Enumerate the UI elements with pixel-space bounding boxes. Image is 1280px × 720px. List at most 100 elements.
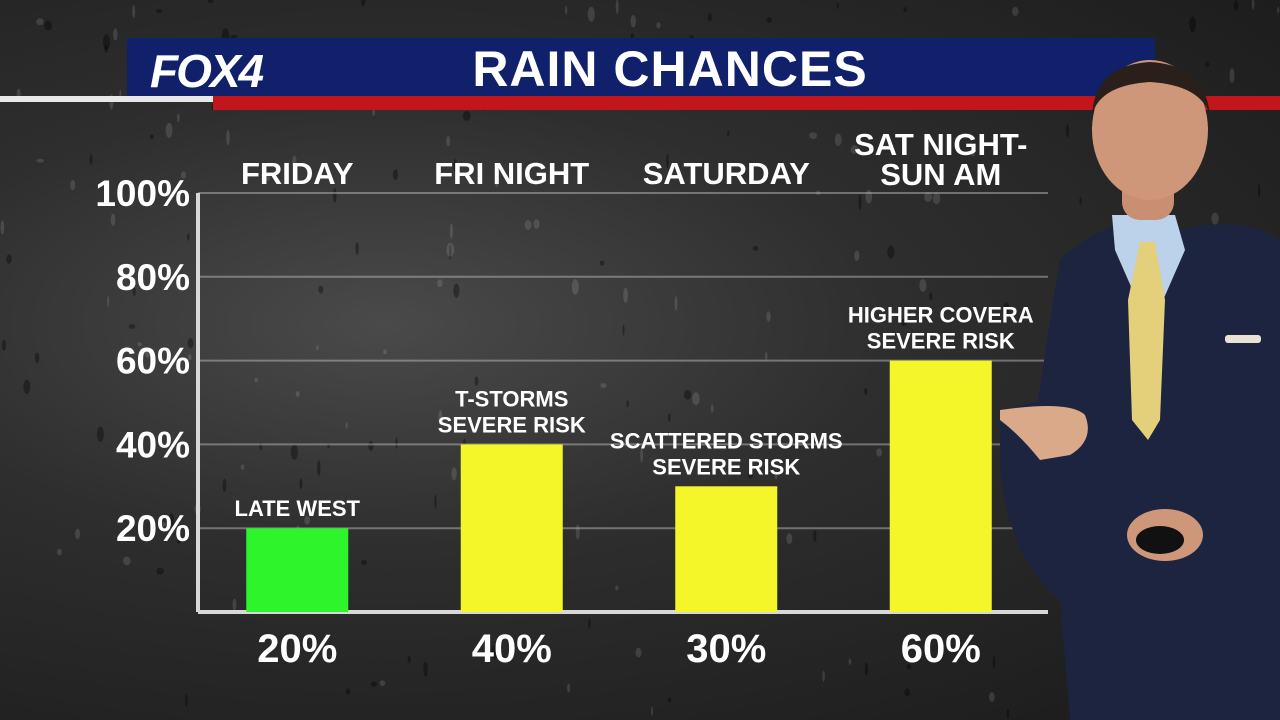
rain-drop: [524, 220, 532, 230]
rain-drop: [599, 260, 605, 266]
rain-drop: [36, 158, 44, 163]
rain-drop: [423, 661, 428, 677]
rain-drop: [70, 179, 76, 191]
rain-drop: [57, 548, 62, 556]
rain-drop: [692, 392, 700, 405]
rain-drop: [434, 494, 437, 509]
category-label: SUN AM: [880, 157, 1001, 192]
rain-drop: [976, 339, 982, 345]
rain-drop: [449, 244, 452, 260]
rain-drop: [89, 154, 93, 165]
rain-drop: [437, 279, 443, 288]
rain-drop: [226, 130, 230, 146]
rain-drop: [1079, 197, 1082, 205]
rain-drop: [383, 349, 387, 355]
rain-drop: [295, 391, 300, 397]
rain-drop: [222, 478, 227, 493]
rain-drop: [1205, 61, 1210, 67]
rain-drop: [766, 17, 772, 23]
rain-drop: [809, 132, 817, 140]
presenter-tie: [1128, 242, 1165, 440]
rain-drop: [494, 172, 499, 188]
rain-drop: [187, 232, 190, 241]
rain-drop: [764, 351, 768, 361]
rain-drop: [6, 254, 12, 264]
rain-drop: [446, 136, 451, 147]
rain-drop: [156, 567, 164, 575]
rain-drop: [102, 34, 111, 50]
rain-chance-bar-chart: 20% 40% 60% 80% 100% FRIDAY LATE WEST 20% FRI NI…: [95, 127, 1048, 671]
rain-drop: [887, 245, 895, 259]
rain-drop: [453, 159, 458, 173]
rain-drop: [292, 155, 297, 170]
y-tick-label: 40%: [116, 424, 190, 465]
bar: [889, 360, 992, 612]
rain-drop: [372, 108, 375, 117]
rain-drop: [748, 473, 754, 479]
rain-drop: [449, 223, 453, 239]
rain-drop: [168, 513, 175, 529]
rain-drop: [588, 618, 591, 629]
rain-drop: [622, 324, 625, 336]
rain-drop: [407, 655, 411, 664]
rain-drop: [446, 242, 455, 257]
header-red-stripe: [213, 96, 1280, 110]
rain-drop: [75, 528, 80, 540]
station-logo: FOX4: [150, 45, 264, 97]
rain-drop: [379, 680, 386, 687]
y-tick-label: 100%: [95, 173, 190, 214]
rain-drop: [299, 478, 303, 490]
rain-drop: [254, 377, 259, 382]
rain-drop: [903, 7, 907, 13]
pocket-square: [1225, 335, 1261, 343]
rain-drop: [971, 144, 976, 157]
rain-drop: [565, 5, 568, 15]
bar-annotation: LATE WEST: [235, 496, 361, 521]
rain-drop: [1012, 6, 1019, 16]
rain-drop: [368, 441, 374, 451]
value-label: 30%: [686, 627, 766, 671]
rain-drop: [392, 169, 398, 181]
rain-drop: [697, 634, 701, 644]
rain-drop: [651, 706, 653, 717]
rain-drop: [615, 585, 619, 591]
rain-drop: [113, 28, 118, 41]
rain-drop: [177, 113, 180, 123]
rain-drop: [667, 413, 671, 423]
rain-drop: [635, 647, 642, 658]
rain-drop: [107, 295, 110, 307]
rain-drop: [910, 312, 915, 317]
rain-drop: [370, 681, 378, 687]
rain-drop: [766, 311, 771, 322]
rain-drop: [989, 692, 995, 702]
rain-drop: [864, 387, 868, 395]
rain-drop: [932, 192, 941, 205]
rain-drop: [395, 437, 398, 450]
rain-drop: [36, 18, 44, 26]
rain-drop: [316, 345, 319, 351]
rain-drop: [1229, 68, 1235, 83]
rain-drop: [1066, 124, 1070, 138]
rain-drop: [1189, 16, 1197, 33]
rain-drop: [813, 529, 817, 543]
presenter-head: [1092, 60, 1208, 200]
rain-drop: [0, 220, 5, 235]
rain-drop: [836, 2, 839, 9]
rain-drop: [462, 111, 471, 121]
bar-annotation: SCATTERED STORMS: [610, 428, 843, 453]
rain-drop: [137, 342, 142, 347]
rain-drop: [104, 45, 108, 53]
rain-drop: [774, 471, 778, 480]
category-label: SAT NIGHT-: [854, 127, 1027, 162]
bar-annotation: T-STORMS: [455, 386, 568, 411]
rain-drop: [44, 20, 52, 31]
rain-drop: [1, 339, 6, 351]
rain-drop: [630, 15, 636, 28]
rain-drop: [327, 443, 330, 449]
rain-drop: [623, 287, 628, 303]
rain-drop: [181, 171, 186, 179]
rain-drop: [128, 324, 136, 329]
presenter-suit: [1000, 222, 1280, 720]
category-label: FRIDAY: [241, 156, 354, 191]
rain-drop: [176, 539, 181, 544]
